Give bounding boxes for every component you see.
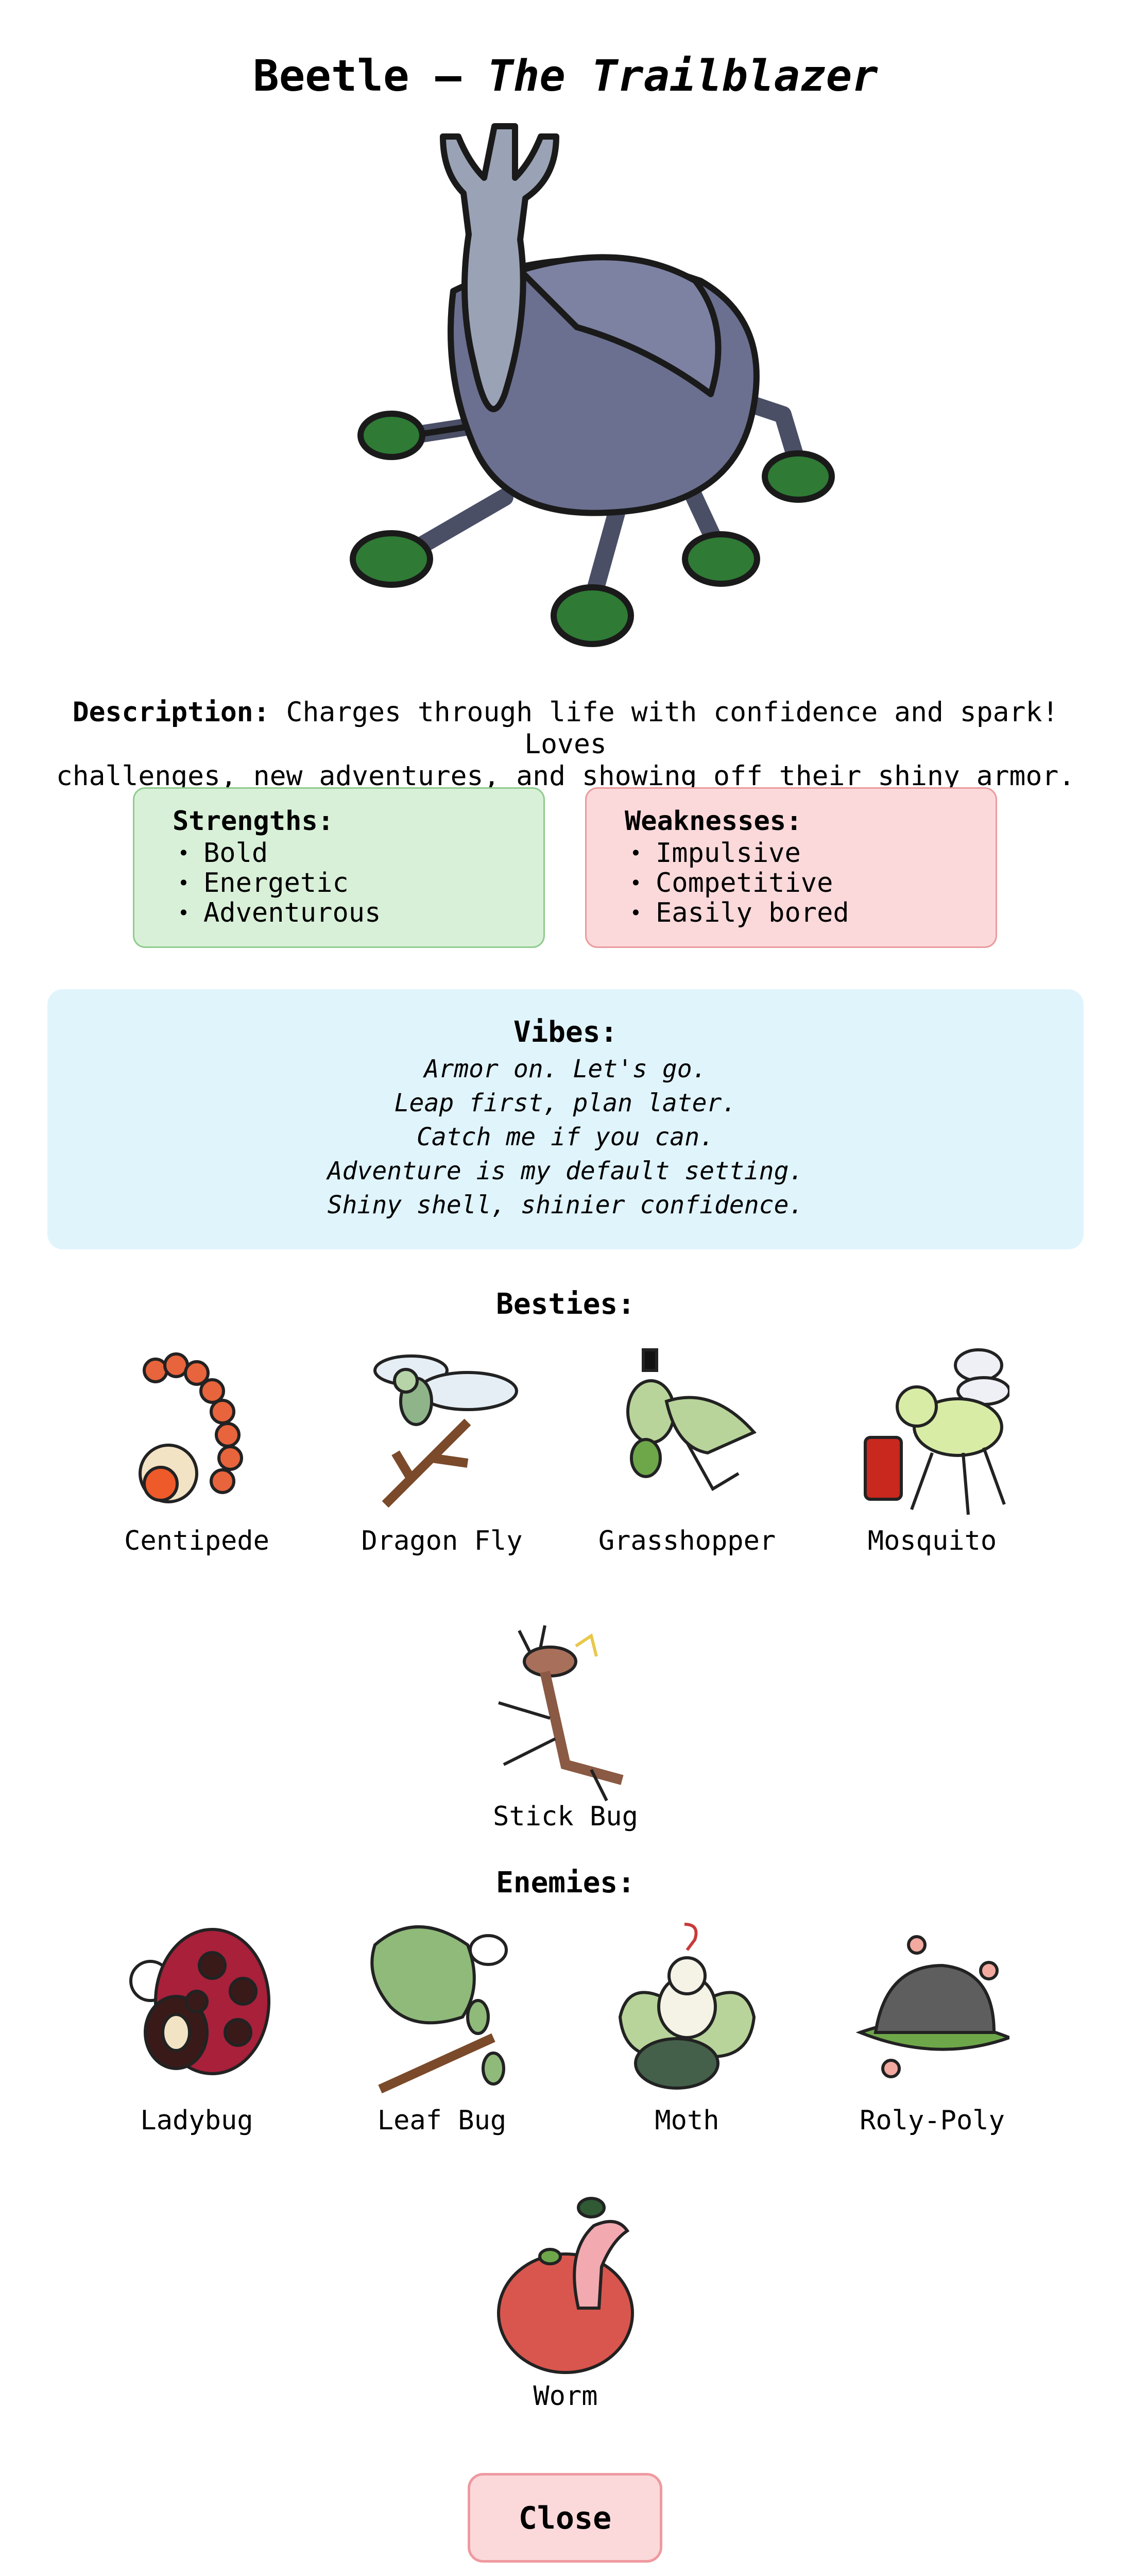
enemy-leaf-bug[interactable]: Leaf Bug: [323, 1914, 560, 2156]
strengths-title: Strengths:: [173, 806, 334, 837]
mosquito-icon: [864, 1348, 1009, 1515]
weakness-item: Competitive: [630, 868, 996, 898]
vibe-line: Armor on. Let's go.: [424, 1055, 707, 1083]
enemy-ladybug[interactable]: Ladybug: [78, 1914, 315, 2156]
bestie-centipede[interactable]: Centipede: [78, 1334, 315, 1577]
besties-title: Besties:: [496, 1287, 635, 1321]
strength-item: Bold: [178, 838, 543, 868]
enemy-roly-poly[interactable]: Roly-Poly: [814, 1914, 1051, 2156]
bestie-label: Stick Bug: [493, 1801, 638, 1832]
vibe-line: Catch me if you can.: [417, 1123, 714, 1151]
grasshopper-icon: [626, 1348, 757, 1492]
weaknesses-list: Impulsive Competitive Easily bored: [625, 838, 996, 928]
weaknesses-title: Weaknesses:: [625, 806, 802, 837]
description: Description: Charges through life with c…: [46, 697, 1085, 792]
enemy-worm[interactable]: Worm: [447, 2190, 684, 2432]
centipede-icon: [139, 1352, 243, 1503]
enemy-label: Ladybug: [140, 2105, 253, 2136]
moth-icon: [618, 1923, 756, 2090]
bestie-dragon-fly[interactable]: Dragon Fly: [323, 1334, 560, 1577]
vibe-line: Leap first, plan later.: [394, 1089, 737, 1117]
bestie-label: Dragon Fly: [361, 1526, 523, 1556]
bestie-label: Mosquito: [867, 1526, 997, 1556]
worm-icon: [497, 2197, 634, 2374]
bestie-label: Grasshopper: [598, 1526, 776, 1556]
vibe-line: Adventure is my default setting.: [327, 1157, 804, 1185]
roly-poly-icon: [855, 1935, 1009, 2078]
stick-bug-icon: [498, 1625, 624, 1802]
weakness-item: Easily bored: [630, 898, 996, 928]
vibes-card: Vibes: Armor on. Let's go. Leap first, p…: [47, 989, 1084, 1249]
strength-item: Adventurous: [178, 898, 543, 928]
description-label: Description:: [72, 697, 270, 728]
title-italic: The Trailblazer: [487, 50, 878, 101]
strengths-card: Strengths: Bold Energetic Adventurous: [133, 787, 545, 948]
title-prefix: Beetle —: [253, 50, 488, 101]
strengths-list: Bold Energetic Adventurous: [173, 838, 543, 928]
enemy-label: Worm: [533, 2381, 598, 2412]
enemy-label: Moth: [655, 2105, 719, 2136]
enemy-moth[interactable]: Moth: [569, 1914, 806, 2156]
vibes-title: Vibes:: [513, 1015, 618, 1049]
bestie-label: Centipede: [124, 1526, 269, 1556]
enemy-label: Leaf Bug: [377, 2105, 507, 2136]
dragonfly-icon: [373, 1354, 518, 1508]
leaf-bug-icon: [370, 1925, 508, 2094]
enemies-title: Enemies:: [496, 1866, 635, 1900]
ladybug-icon: [129, 1928, 270, 2075]
close-button[interactable]: Close: [468, 2473, 662, 2563]
bestie-stick-bug[interactable]: Stick Bug: [447, 1610, 684, 1852]
beetle-hero-icon: [350, 123, 835, 647]
enemy-label: Roly-Poly: [860, 2105, 1005, 2136]
weaknesses-card: Weaknesses: Impulsive Competitive Easily…: [585, 787, 997, 948]
vibe-line: Shiny shell, shinier confidence.: [327, 1191, 804, 1219]
strength-item: Energetic: [178, 868, 543, 898]
weakness-item: Impulsive: [630, 838, 996, 868]
page-title: Beetle — The Trailblazer: [0, 42, 1131, 109]
bestie-grasshopper[interactable]: Grasshopper: [569, 1334, 806, 1577]
description-line-1: Charges through life with confidence and…: [286, 697, 1059, 760]
bestie-mosquito[interactable]: Mosquito: [814, 1334, 1051, 1577]
description-line-2: challenges, new adventures, and showing …: [56, 760, 1075, 792]
